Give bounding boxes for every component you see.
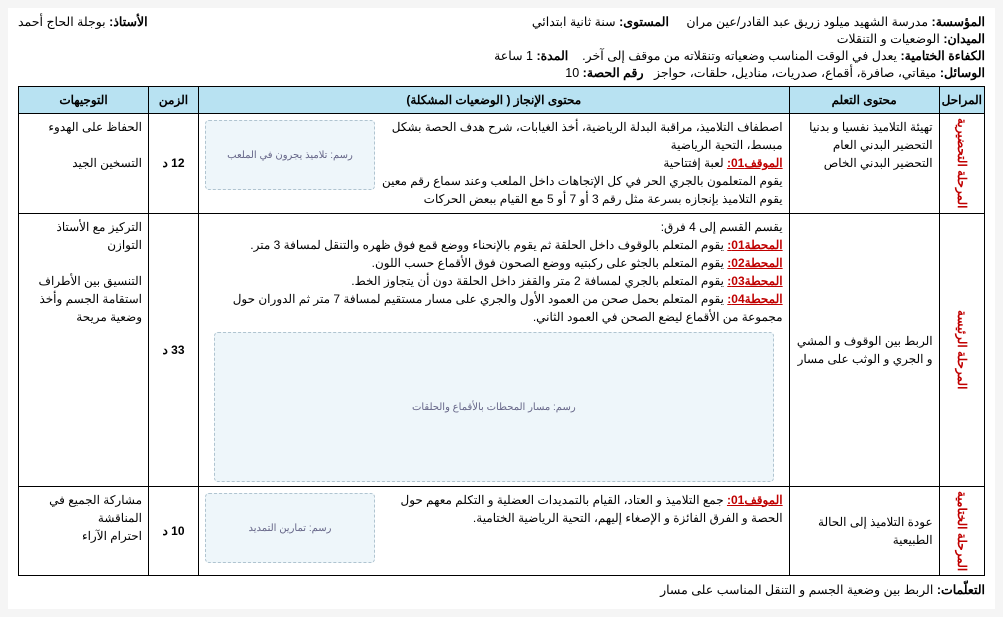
row-main: المرحلة الرئيسة الربط بين الوقوف و المشي…	[19, 213, 985, 486]
th-phase: المراحل	[939, 87, 984, 114]
guides-closing: مشاركة الجميع في المناقشة احترام الآراء	[19, 486, 149, 575]
station2-text: يقوم المتعلم بالجثو على ركبتيه ووضع الصح…	[372, 256, 724, 270]
content-preparatory: تهيئة التلاميذ نفسيا و بدنيا التحضير الب…	[789, 114, 939, 214]
header-line-4: الوسائل: ميقاتي، صافرة، أقماع، صدريات، م…	[18, 65, 985, 80]
row-preparatory: المرحلة التحضيرية تهيئة التلاميذ نفسيا و…	[19, 114, 985, 214]
guides-preparatory: الحفاظ على الهدوء التسخين الجيد	[19, 114, 149, 214]
th-guides: التوجيهات	[19, 87, 149, 114]
competency-block: الكفاءة الختامية: يعدل في الوقت المناسب …	[494, 48, 985, 63]
tools-label: الوسائل:	[940, 66, 985, 80]
tools-value: ميقاتي، صافرة، أقماع، صدريات، مناديل، حل…	[654, 66, 936, 80]
footer-value: الربط بين وضعية الجسم و التنقل المناسب ع…	[660, 583, 933, 597]
station2-label: المحطة02:	[727, 256, 782, 270]
domain-block: الميدان: الوضعيات و التنقلات	[837, 31, 985, 46]
prep-situation-label: الموقف01:	[727, 156, 783, 170]
closing-situation-label: الموقف01:	[727, 493, 783, 507]
level-value: سنة ثانية ابتدائي	[532, 15, 616, 29]
closing-text: جمع التلاميذ و العتاد، القيام بالتمديدات…	[401, 493, 783, 525]
station4-text: يقوم المتعلم بحمل صحن من العمود الأول وا…	[233, 292, 783, 324]
prep-body: يقوم المتعلمون بالجري الحر في كل الإتجاه…	[382, 174, 783, 206]
lesson-plan-page: المؤسسة: مدرسة الشهيد ميلود زريق عبد الق…	[8, 8, 995, 609]
station1-text: يقوم المتعلم بالوقوف داخل الحلقة ثم يقوم…	[250, 238, 724, 252]
domain-value: الوضعيات و التنقلات	[837, 32, 940, 46]
header-line-3: الكفاءة الختامية: يعدل في الوقت المناسب …	[18, 48, 985, 63]
footer-line: التعلّمات: الربط بين وضعية الجسم و التنق…	[18, 582, 985, 597]
guides-main: التركيز مع الأستاذ التوازن التنسيق بين ا…	[19, 213, 149, 486]
time-main: 33 د	[149, 213, 199, 486]
closing-illustration: رسم: تمارين التمديد	[205, 493, 375, 563]
stations-illustration: رسم: مسار المحطات بالأقماع والحلقات	[214, 332, 774, 482]
station3-text: يقوم المتعلم بالجري لمسافة 2 متر والقفز …	[351, 274, 724, 288]
school-block: المؤسسة: مدرسة الشهيد ميلود زريق عبد الق…	[532, 14, 985, 29]
lesson-table: المراحل محتوى التعلم محتوى الإنجاز ( الو…	[18, 86, 985, 576]
th-content: محتوى التعلم	[789, 87, 939, 114]
th-time: الزمن	[149, 87, 199, 114]
teacher-label: الأستاذ:	[109, 15, 147, 29]
duration-label: المدة:	[536, 49, 568, 63]
main-closing: رسم: تمارين التمديد الموقف01: جمع التلام…	[199, 486, 790, 575]
session-no-value: 10	[565, 66, 579, 80]
phase-closing: المرحلة الختامية	[939, 486, 984, 575]
time-preparatory: 12 د	[149, 114, 199, 214]
content-main: الربط بين الوقوف و المشي و الجري و الوثب…	[789, 213, 939, 486]
teacher-block: الأستاذ: بوجلة الحاج أحمد	[18, 14, 148, 29]
table-header-row: المراحل محتوى التعلم محتوى الإنجاز ( الو…	[19, 87, 985, 114]
main-intro: يقسم القسم إلى 4 فرق:	[661, 220, 783, 234]
time-closing: 10 د	[149, 486, 199, 575]
tools-block: الوسائل: ميقاتي، صافرة، أقماع، صدريات، م…	[565, 65, 985, 80]
row-closing: المرحلة الختامية عودة التلاميذ إلى الحال…	[19, 486, 985, 575]
session-no-label: رقم الحصة:	[583, 66, 644, 80]
competency-label: الكفاءة الختامية:	[901, 49, 985, 63]
teacher-value: بوجلة الحاج أحمد	[18, 15, 106, 29]
domain-label: الميدان:	[943, 32, 985, 46]
header-line-1: المؤسسة: مدرسة الشهيد ميلود زريق عبد الق…	[18, 14, 985, 29]
content-closing: عودة التلاميذ إلى الحالة الطبيعية	[789, 486, 939, 575]
footer-label: التعلّمات:	[937, 583, 985, 597]
header-line-2: الميدان: الوضعيات و التنقلات	[18, 31, 985, 46]
level-label: المستوى:	[619, 15, 669, 29]
phase-main: المرحلة الرئيسة	[939, 213, 984, 486]
competency-value: يعدل في الوقت المناسب وضعياته وتنقلاته م…	[582, 49, 897, 63]
school-value: مدرسة الشهيد ميلود زريق عبد القادر/عين م…	[686, 15, 928, 29]
phase-preparatory: المرحلة التحضيرية	[939, 114, 984, 214]
prep-intro: اصطفاف التلاميذ، مراقبة البدلة الرياضية،…	[392, 120, 783, 152]
station4-label: المحطة04:	[727, 292, 782, 306]
duration-value: 1 ساعة	[494, 49, 533, 63]
station1-label: المحطة01:	[727, 238, 782, 252]
prep-illustration: رسم: تلاميذ يجرون في الملعب	[205, 120, 375, 190]
th-main: محتوى الإنجاز ( الوضعيات المشكلة)	[199, 87, 790, 114]
prep-situation-text: لعبة إفتتاحية	[663, 156, 723, 170]
main-preparatory: رسم: تلاميذ يجرون في الملعب اصطفاف التلا…	[199, 114, 790, 214]
station3-label: المحطة03:	[727, 274, 782, 288]
main-main: يقسم القسم إلى 4 فرق: المحطة01: يقوم الم…	[199, 213, 790, 486]
school-label: المؤسسة:	[932, 15, 985, 29]
